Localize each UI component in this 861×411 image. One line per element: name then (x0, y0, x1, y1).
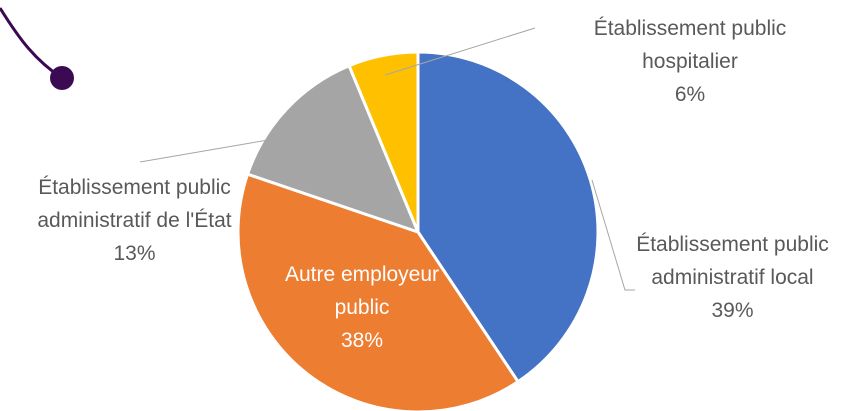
decoration-curve (0, 7, 63, 80)
slice-label: Établissement public administratif de l'… (32, 171, 237, 270)
leader-line (384, 27, 536, 76)
category-label: Établissement public administratif local (636, 233, 829, 289)
value-label: 38% (340, 329, 384, 352)
category-label: Établissement public hospitalier (593, 17, 787, 73)
value-label: 39% (711, 299, 754, 322)
value-label: 13% (113, 242, 156, 265)
category-label: Établissement public administratif de l'… (37, 176, 232, 232)
slice-label: Établissement public administratif local… (630, 228, 835, 327)
category-label: Autre employeur public (284, 263, 440, 319)
pie-slice (236, 172, 520, 411)
slice-label: Établissement public hospitalier 6% (585, 12, 795, 111)
pie-slice (246, 64, 420, 234)
value-label: 6% (674, 83, 706, 106)
slices (236, 50, 600, 411)
leader-line (139, 139, 269, 163)
leader-line (591, 179, 635, 291)
decoration-dot (50, 66, 74, 90)
pie-slice (347, 50, 420, 234)
slice-label: Autre employeur public 38% (277, 258, 447, 357)
